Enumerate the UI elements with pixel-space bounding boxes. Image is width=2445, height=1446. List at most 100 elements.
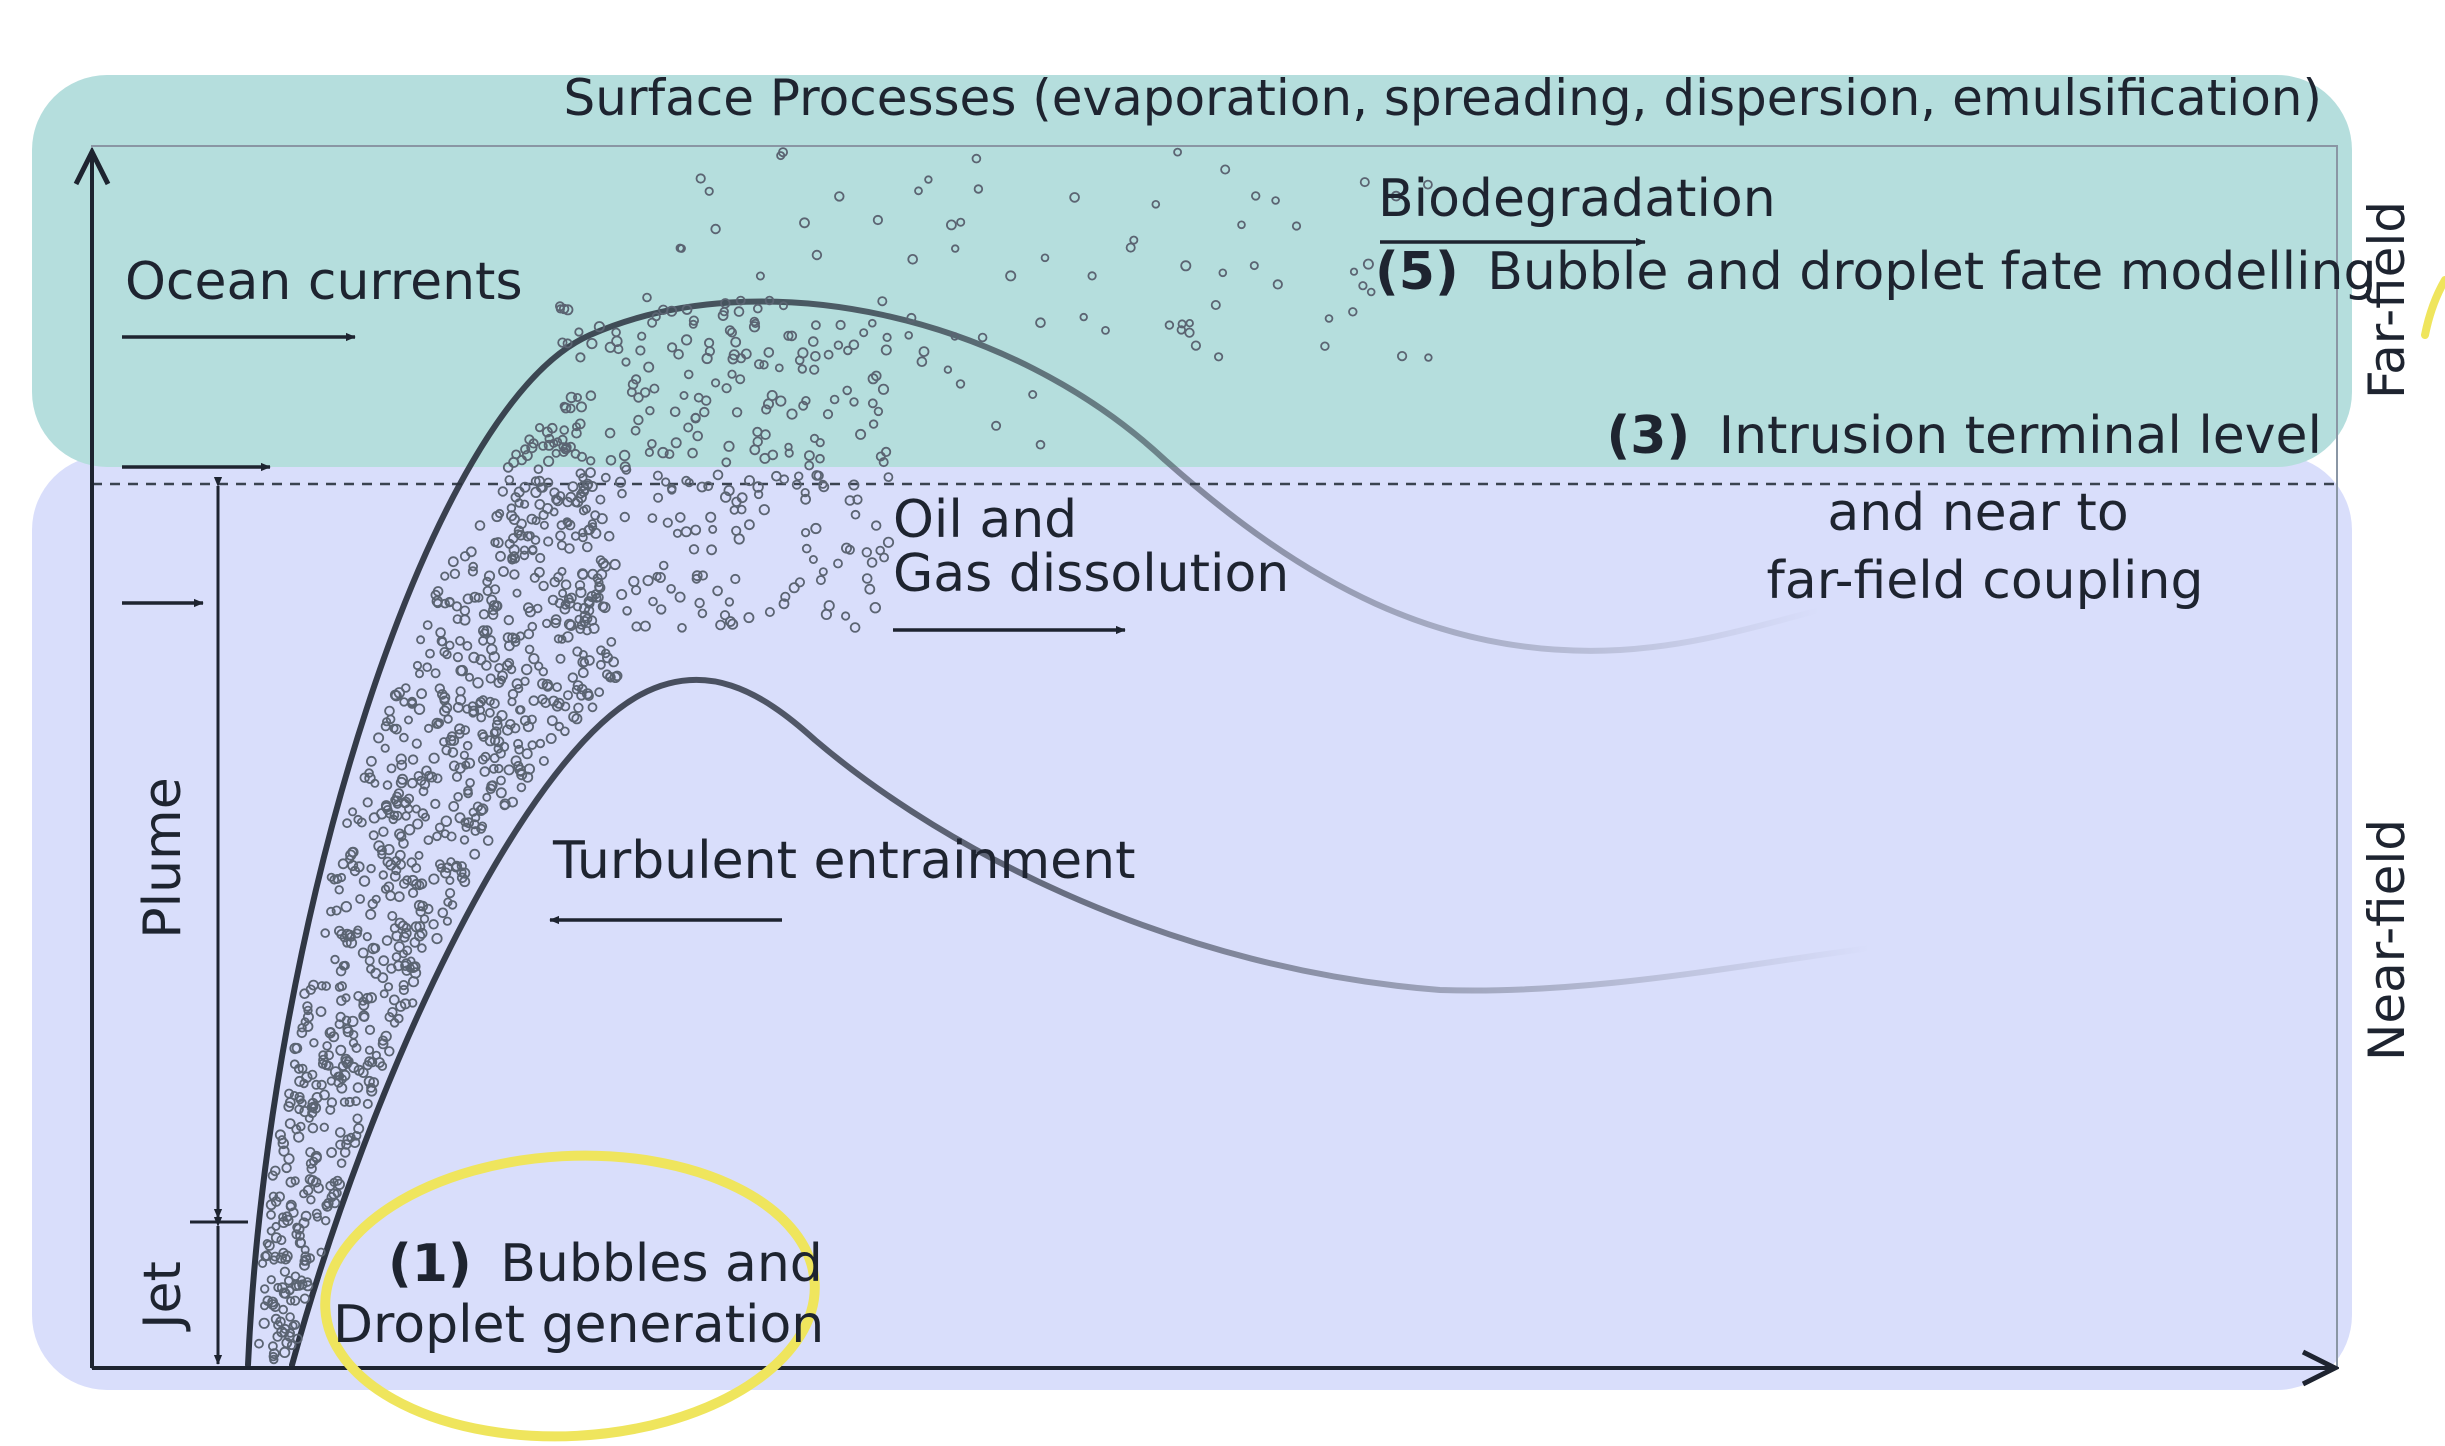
bubble (387, 1007, 398, 1018)
bubble (412, 660, 423, 671)
bubble (1101, 325, 1110, 335)
bubble (442, 916, 452, 926)
bubble (377, 1038, 389, 1050)
bubble (794, 471, 804, 481)
bubble (482, 576, 493, 587)
bubble (916, 356, 928, 368)
bubble (513, 525, 525, 536)
bubble (658, 560, 669, 571)
bubble (514, 764, 527, 776)
plume-label: Plume (133, 777, 193, 938)
bubble (380, 884, 391, 894)
bubble (579, 483, 591, 495)
bubble (311, 1208, 322, 1219)
bubble (428, 873, 440, 885)
bubble (412, 818, 424, 830)
bubble (300, 1017, 310, 1027)
bubble (537, 678, 549, 690)
bubble (281, 1162, 292, 1174)
bubble (1362, 258, 1374, 270)
bubble (602, 669, 613, 680)
bubble (799, 217, 810, 229)
bubble (519, 715, 531, 726)
bubble (1324, 314, 1334, 323)
bubble (399, 697, 409, 707)
bubble (545, 733, 557, 745)
intrusion-text: Intrusion terminal level (1719, 406, 2322, 466)
bubble (1214, 352, 1224, 362)
bubble (688, 544, 700, 555)
bubble (778, 147, 789, 158)
bubble (463, 788, 474, 799)
bubble (635, 345, 646, 356)
bubble (681, 475, 692, 486)
bubble (285, 1312, 295, 1322)
bubble (542, 502, 554, 514)
bubble (556, 540, 567, 551)
bubble (810, 350, 821, 362)
bubble (575, 352, 586, 363)
bubble (563, 518, 573, 528)
bubble (583, 605, 595, 616)
bubble (453, 791, 463, 802)
bubble (321, 981, 332, 991)
bubble (533, 464, 544, 475)
bubble (278, 1247, 289, 1259)
bubble (516, 767, 526, 777)
bubble (489, 728, 499, 738)
bubble (510, 633, 521, 644)
bubble (541, 679, 554, 691)
bubble (534, 422, 545, 433)
bubble (489, 753, 500, 764)
bubble (346, 932, 357, 942)
bubble (509, 569, 520, 580)
bubble (563, 690, 574, 701)
generation-text: Bubbles and (500, 1234, 823, 1294)
bubble (448, 760, 460, 772)
bubble (1125, 242, 1136, 253)
bubble (560, 579, 572, 590)
bubble (519, 550, 530, 561)
bubble (571, 497, 581, 508)
bubble (418, 786, 429, 797)
bubble (431, 717, 443, 729)
bubble (486, 594, 498, 606)
bubble (946, 219, 957, 231)
bubble (317, 981, 327, 991)
fate-text: Bubble and droplet fate modelling (1487, 242, 2376, 302)
bubble (565, 403, 576, 414)
bubble (513, 738, 524, 749)
bubble (861, 547, 873, 558)
bubble (1173, 147, 1182, 157)
bubble (473, 592, 484, 603)
bubble (843, 345, 853, 356)
bubble (371, 894, 381, 904)
bubble (334, 1019, 345, 1030)
bubble (462, 740, 473, 751)
bubble (669, 406, 681, 418)
bubble (1349, 267, 1359, 276)
bubble (1087, 271, 1097, 281)
bubble (761, 404, 772, 415)
bubble (611, 335, 623, 348)
bubble (681, 304, 693, 315)
bubble (875, 451, 886, 462)
bubble (270, 1196, 282, 1207)
bubble (872, 214, 884, 226)
bubble (679, 390, 689, 400)
bubble (735, 295, 746, 306)
bubble (557, 434, 568, 445)
bubble (290, 1271, 301, 1282)
bubble (514, 683, 524, 694)
bubble (467, 566, 478, 577)
bubble (394, 828, 406, 840)
bubble (567, 672, 579, 683)
bubble (432, 586, 444, 597)
bubble (575, 586, 587, 599)
bubble (430, 668, 441, 679)
bubble (296, 1027, 308, 1039)
bubble (774, 363, 784, 373)
bubble (779, 301, 789, 311)
bubble (308, 1101, 319, 1112)
bubble (867, 318, 877, 328)
